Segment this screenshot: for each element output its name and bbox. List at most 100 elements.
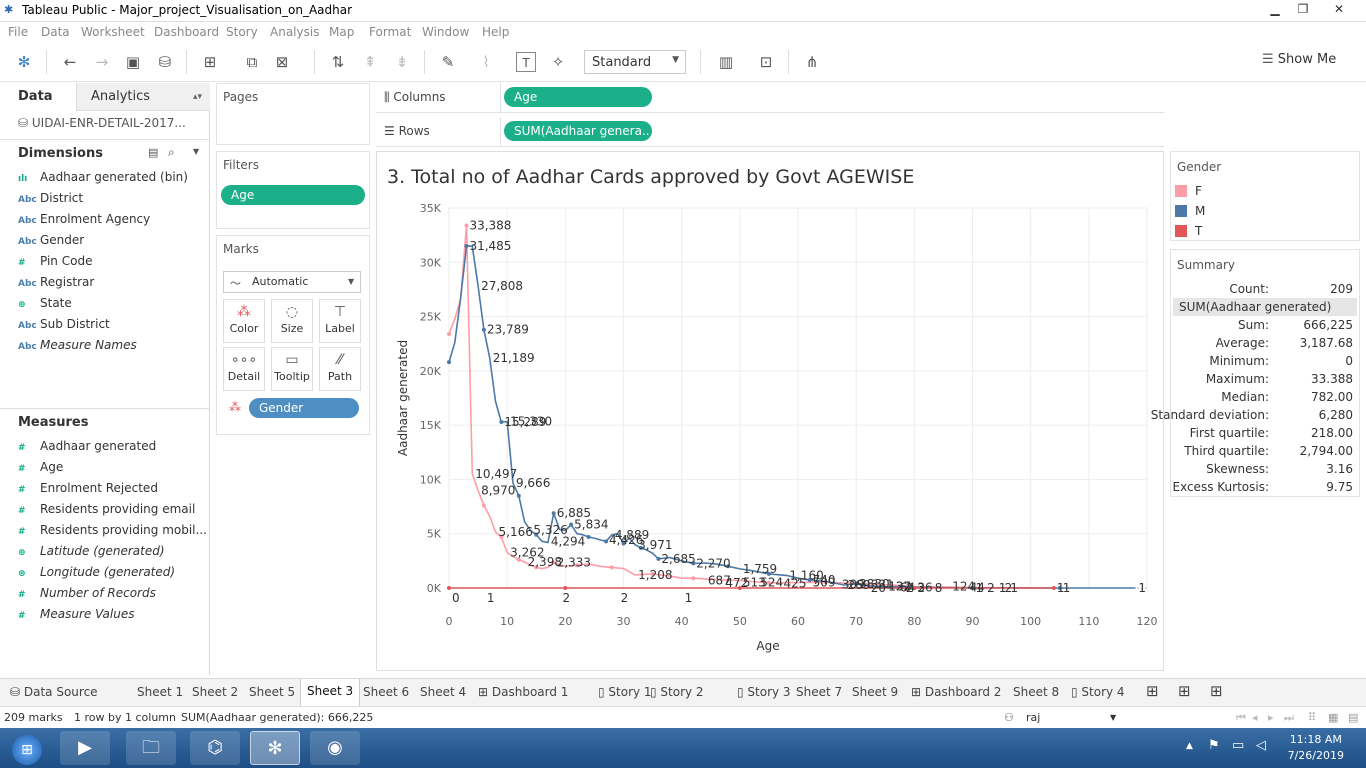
size-button[interactable]: ◌ Size bbox=[271, 299, 313, 343]
dimension-field[interactable]: ⊕ State bbox=[18, 296, 72, 310]
dimension-field[interactable]: Abc Measure Names bbox=[18, 338, 137, 352]
tooltip-button[interactable]: ▭ Tooltip bbox=[271, 347, 313, 391]
new-datasource-icon[interactable]: ⛁ bbox=[158, 53, 172, 71]
columns-pill-age[interactable]: Age bbox=[504, 87, 652, 107]
tray-arrow-icon[interactable]: ▲ bbox=[1186, 741, 1193, 751]
rows-pill-aadhaar[interactable]: SUM(Aadhaar genera.. bbox=[504, 121, 652, 141]
measure-field[interactable]: # Residents providing mobil... bbox=[18, 523, 207, 537]
presentation-icon[interactable]: ⊡ bbox=[759, 53, 773, 71]
datasource-item[interactable]: ⛁ UIDAI-ENR-DETAIL-2017... bbox=[18, 116, 186, 130]
swap-icon[interactable]: ⇅ bbox=[331, 53, 345, 71]
sheet-tab[interactable]: ⊞ Dashboard 2 bbox=[911, 685, 1001, 699]
tableau-icon[interactable]: ✻ bbox=[17, 53, 31, 71]
group-icon[interactable]: ⌇ bbox=[482, 53, 490, 71]
measure-field[interactable]: # Age bbox=[18, 460, 63, 474]
tableau-taskbar-icon[interactable]: ✻ bbox=[250, 731, 300, 765]
legend-item-m[interactable]: M bbox=[1175, 204, 1355, 222]
menu-file[interactable]: File bbox=[8, 25, 29, 39]
sheet-tab[interactable]: Sheet 8 bbox=[1013, 685, 1059, 699]
status-user[interactable]: raj bbox=[1026, 711, 1041, 724]
show-cards-icon[interactable]: ▥ bbox=[718, 53, 734, 71]
view-size-dropdown[interactable]: Standard ▼ bbox=[584, 50, 686, 74]
menu-story[interactable]: Story bbox=[226, 25, 258, 39]
dimension-field[interactable]: Abc Gender bbox=[18, 233, 84, 247]
sheet-tab[interactable]: ▯ Story 3 bbox=[737, 685, 791, 699]
measure-field[interactable]: ⊕ Longitude (generated) bbox=[18, 565, 175, 579]
marks-pill-gender[interactable]: Gender bbox=[249, 398, 359, 418]
menu-worksheet[interactable]: Worksheet bbox=[81, 25, 145, 39]
sort-desc-icon[interactable]: ⇟ bbox=[395, 53, 409, 71]
nav-first-icon[interactable]: ⏮ bbox=[1236, 711, 1246, 724]
menu-analysis[interactable]: Analysis bbox=[270, 25, 320, 39]
new-story-icon[interactable]: ⊞ bbox=[1210, 682, 1223, 700]
sheet-tab[interactable]: Sheet 9 bbox=[852, 685, 898, 699]
dimension-field[interactable]: Abc Enrolment Agency bbox=[18, 212, 150, 226]
sheet-tab[interactable]: ▯ Story 2 bbox=[650, 685, 704, 699]
minimize-icon[interactable]: ▁ bbox=[1270, 2, 1280, 16]
sheet-tab[interactable]: Sheet 2 bbox=[192, 685, 238, 699]
show-me-button[interactable]: ☰ Show Me bbox=[1262, 52, 1336, 67]
restore-icon[interactable]: ❐ bbox=[1297, 2, 1309, 16]
grid-view-icon[interactable]: ⠿ bbox=[1308, 711, 1317, 724]
pin-icon[interactable]: ✧ bbox=[551, 53, 565, 71]
measure-field[interactable]: # Residents providing email bbox=[18, 502, 195, 516]
legend-item-t[interactable]: T bbox=[1175, 224, 1355, 242]
search-icon[interactable]: ⌕ bbox=[168, 145, 175, 159]
python-icon[interactable]: ⌬ bbox=[190, 731, 240, 765]
menu-map[interactable]: Map bbox=[329, 25, 355, 39]
highlight-icon[interactable]: ✎ bbox=[441, 53, 455, 71]
menu-format[interactable]: Format bbox=[369, 25, 412, 39]
sheet-tab[interactable]: Sheet 7 bbox=[796, 685, 842, 699]
tab-data[interactable]: Data bbox=[0, 83, 76, 111]
sheet-tab[interactable]: Sheet 5 bbox=[249, 685, 295, 699]
show-labels-icon[interactable]: T bbox=[516, 52, 536, 72]
mark-type-dropdown[interactable]: 〜 Automatic ▼ bbox=[223, 271, 361, 293]
measure-field[interactable]: # Measure Values bbox=[18, 607, 134, 621]
redo-icon[interactable]: → bbox=[95, 53, 109, 71]
dimension-field[interactable]: Abc District bbox=[18, 191, 83, 205]
measure-field[interactable]: # Number of Records bbox=[18, 586, 156, 600]
dimensions-menu-icon[interactable]: ▼ bbox=[193, 147, 200, 156]
start-button[interactable]: ⊞ bbox=[2, 731, 52, 765]
sheet-tab[interactable]: ▯ Story 1 bbox=[598, 685, 652, 699]
sheet-tab[interactable]: ⊞ Dashboard 1 bbox=[478, 685, 568, 699]
nav-prev-icon[interactable]: ◂ bbox=[1252, 711, 1258, 724]
dimension-field[interactable]: # Pin Code bbox=[18, 254, 92, 268]
close-icon[interactable]: ✕ bbox=[1333, 2, 1345, 16]
columns-shelf[interactable]: ⫼ Columns Age bbox=[376, 83, 1164, 113]
sheet-tab[interactable]: Sheet 3 bbox=[300, 679, 361, 707]
duplicate-icon[interactable]: ⧉ bbox=[246, 53, 258, 71]
action-center-icon[interactable]: ⚑ bbox=[1208, 738, 1220, 753]
rows-shelf[interactable]: ☰ Rows SUM(Aadhaar genera.. bbox=[376, 117, 1164, 147]
measure-field[interactable]: # Enrolment Rejected bbox=[18, 481, 158, 495]
media-player-icon[interactable]: ▶ bbox=[60, 731, 110, 765]
menu-window[interactable]: Window bbox=[422, 25, 470, 39]
filmstrip-icon[interactable]: ▦ bbox=[1328, 711, 1339, 724]
network-icon[interactable]: ▭ bbox=[1232, 738, 1245, 753]
tab-analytics[interactable]: Analytics ▴▾ bbox=[76, 83, 210, 111]
legend-item-f[interactable]: F bbox=[1175, 184, 1355, 202]
menu-help[interactable]: Help bbox=[482, 25, 510, 39]
chrome-icon[interactable]: ◉ bbox=[310, 731, 360, 765]
pages-card[interactable]: Pages bbox=[216, 83, 370, 145]
measure-field[interactable]: # Aadhaar generated bbox=[18, 439, 156, 453]
new-worksheet-icon[interactable]: ⊞ bbox=[203, 53, 217, 71]
nav-last-icon[interactable]: ⏭ bbox=[1284, 711, 1294, 724]
nav-next-icon[interactable]: ▸ bbox=[1268, 711, 1274, 724]
filter-pill-age[interactable]: Age bbox=[221, 185, 365, 205]
color-button[interactable]: ⁂ Color bbox=[223, 299, 265, 343]
new-sheet-icon[interactable]: ⊞ bbox=[1146, 682, 1159, 700]
filters-card[interactable]: Filters Age bbox=[216, 151, 370, 229]
sheet-tab[interactable]: ⛁ Data Source bbox=[10, 685, 98, 699]
menu-data[interactable]: Data bbox=[41, 25, 70, 39]
menu-dashboard[interactable]: Dashboard bbox=[154, 25, 220, 39]
list-view-icon[interactable]: ▤ bbox=[148, 146, 159, 159]
detail-button[interactable]: ∘∘∘ Detail bbox=[223, 347, 265, 391]
sheet-tab[interactable]: Sheet 1 bbox=[137, 685, 183, 699]
undo-icon[interactable]: ← bbox=[63, 53, 77, 71]
new-dashboard-icon[interactable]: ⊞ bbox=[1178, 682, 1191, 700]
dimension-field[interactable]: Abc Sub District bbox=[18, 317, 110, 331]
dimension-field[interactable]: Abc Registrar bbox=[18, 275, 94, 289]
clear-sheet-icon[interactable]: ⊠ bbox=[275, 53, 289, 71]
volume-icon[interactable]: ◁ bbox=[1256, 738, 1266, 753]
